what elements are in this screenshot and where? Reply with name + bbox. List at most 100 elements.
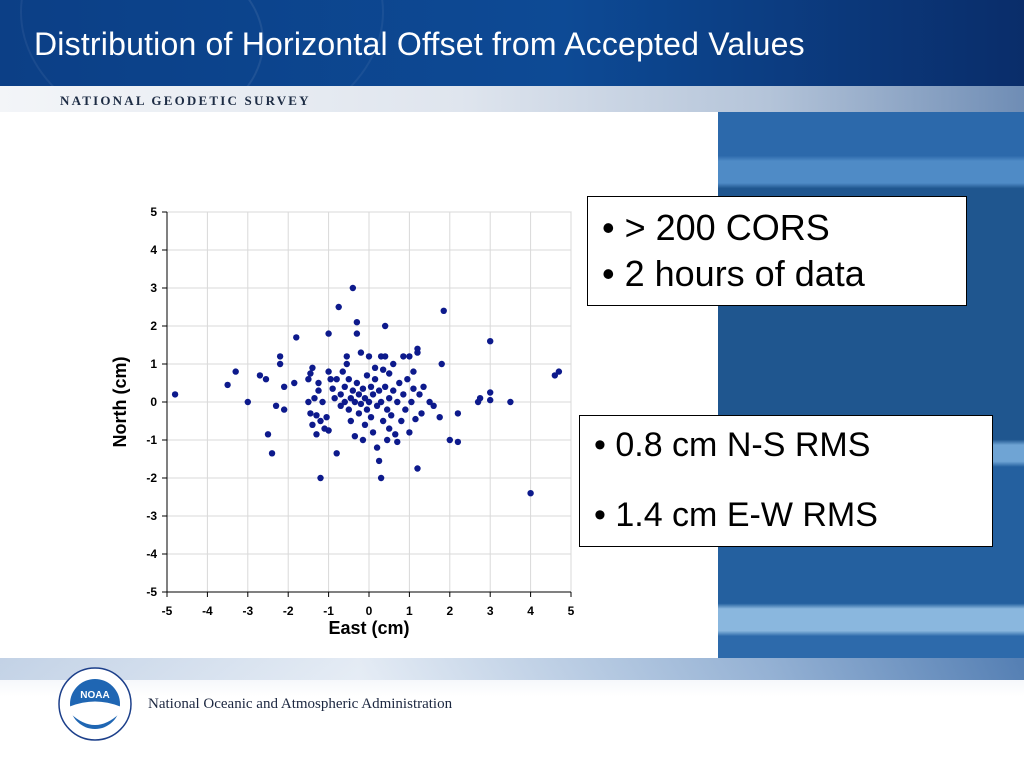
data-point: [392, 431, 399, 438]
data-point: [363, 372, 371, 379]
data-point: [319, 398, 326, 406]
x-tick-label: 0: [366, 604, 373, 618]
data-point: [410, 368, 417, 375]
data-point: [353, 319, 361, 326]
data-point: [430, 402, 437, 409]
data-point: [353, 379, 361, 387]
data-point: [390, 387, 397, 394]
data-point: [262, 376, 270, 383]
data-point: [416, 391, 423, 398]
data-point: [527, 490, 534, 497]
data-point: [377, 398, 385, 406]
x-tick-label: 5: [568, 604, 575, 618]
data-point: [390, 360, 397, 368]
y-tick-label: -1: [146, 433, 157, 447]
data-point: [317, 417, 324, 425]
data-point: [329, 385, 336, 392]
data-point: [454, 410, 462, 417]
data-point: [343, 353, 350, 360]
x-tick-label: 3: [487, 604, 494, 618]
data-point: [381, 383, 389, 390]
data-point: [291, 379, 298, 387]
y-axis-label: North (cm): [110, 357, 130, 448]
data-point: [313, 412, 320, 419]
data-point: [394, 438, 401, 446]
data-point: [349, 387, 357, 394]
data-point: [323, 414, 330, 421]
data-point: [394, 398, 401, 406]
data-point: [476, 395, 484, 402]
data-point: [315, 379, 322, 387]
y-tick-label: 0: [150, 395, 157, 409]
data-point: [244, 398, 251, 406]
data-point: [371, 364, 379, 371]
data-point: [337, 402, 344, 409]
y-tick-label: 4: [150, 243, 157, 257]
data-point: [331, 395, 338, 402]
summary-callout: • > 200 CORS • 2 hours of data: [587, 196, 967, 306]
data-point: [365, 353, 373, 360]
x-axis-label: East (cm): [328, 618, 409, 638]
data-point: [307, 410, 314, 417]
data-point: [276, 360, 284, 368]
x-tick-label: -2: [283, 604, 294, 618]
data-point: [371, 376, 379, 383]
data-point: [256, 372, 264, 379]
data-point: [353, 330, 361, 337]
data-point: [414, 465, 421, 472]
data-point: [402, 406, 409, 413]
data-point: [400, 391, 407, 398]
data-point: [412, 415, 419, 423]
scatter-chart: -5 -4 -3 -2 -1 0 1 2 3 4 5 -5 -4 -3 -2 -1 0 1 2 3 4 5 East (c…: [110, 205, 575, 638]
data-point: [305, 398, 312, 406]
y-tick-label: -2: [146, 471, 157, 485]
x-tick-label: 2: [446, 604, 453, 618]
decorative-stripes: [718, 112, 1024, 658]
data-point: [276, 353, 284, 360]
data-point: [355, 410, 363, 417]
data-point: [379, 417, 387, 425]
data-point: [408, 398, 415, 406]
data-point: [426, 398, 433, 406]
callout-line-ns-rms: • 0.8 cm N-S RMS: [594, 426, 871, 464]
data-point: [363, 406, 371, 413]
data-point: [386, 395, 393, 402]
data-point: [507, 398, 514, 406]
noaa-logo-text: NOAA: [80, 690, 109, 701]
data-point: [351, 398, 359, 406]
data-point: [341, 398, 348, 406]
data-point: [341, 383, 348, 390]
data-point: [440, 307, 447, 314]
data-point: [406, 353, 413, 360]
y-tick-label: 2: [150, 319, 157, 333]
data-point: [325, 368, 332, 375]
data-point: [337, 391, 344, 398]
data-point: [327, 376, 334, 383]
callout-line-cors: • > 200 CORS: [602, 207, 830, 248]
callout-line-ew-rms: • 1.4 cm E-W RMS: [594, 496, 878, 534]
data-point: [345, 376, 352, 383]
data-point: [406, 429, 413, 436]
rms-callout: • 0.8 cm N-S RMS • 1.4 cm E-W RMS: [579, 415, 993, 547]
data-point: [325, 330, 332, 337]
y-tick-label: -5: [146, 585, 157, 599]
data-point: [369, 429, 377, 436]
x-tick-label: -5: [162, 604, 173, 618]
data-point: [347, 395, 355, 402]
y-tick-label: -4: [146, 547, 157, 561]
data-point: [357, 400, 365, 408]
data-point: [305, 376, 312, 383]
data-point: [373, 444, 381, 451]
slide-title: Distribution of Horizontal Offset from A…: [34, 26, 805, 62]
data-point: [351, 433, 359, 440]
data-point: [280, 406, 288, 413]
data-point: [369, 391, 377, 398]
x-tick-label: -3: [242, 604, 253, 618]
data-point: [551, 372, 559, 379]
data-point: [307, 370, 314, 377]
data-point: [386, 370, 393, 377]
data-point: [436, 414, 443, 421]
data-point: [311, 395, 318, 402]
y-tick-label: 5: [150, 205, 157, 219]
data-point: [367, 414, 375, 421]
